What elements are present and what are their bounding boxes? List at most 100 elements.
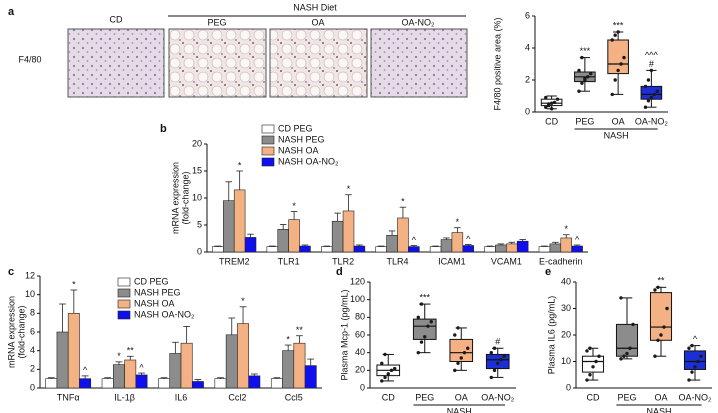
data-point <box>693 365 697 369</box>
y-tick-label: 12 <box>25 270 35 280</box>
y-tick-label: 20 <box>355 365 365 375</box>
x-tick-label: PEG <box>415 392 434 402</box>
bar <box>440 239 453 253</box>
data-point <box>549 107 554 111</box>
data-point <box>655 89 659 93</box>
data-point <box>665 306 669 311</box>
bar <box>124 359 137 389</box>
y-tick-label: 0 <box>566 382 571 392</box>
data-point <box>646 78 651 82</box>
significance: * <box>241 296 245 306</box>
legend-label: NASH OA <box>278 145 319 155</box>
x-tick-label: TNFα <box>57 392 80 402</box>
group-label: NASH <box>447 406 472 413</box>
y-axis-label: (fold-change) <box>180 171 190 224</box>
column-label: PEG <box>207 17 226 27</box>
legend-label: NASH OA <box>134 298 175 308</box>
data-point <box>594 359 598 364</box>
bar <box>277 229 289 253</box>
data-point <box>456 326 460 330</box>
bar <box>244 237 257 253</box>
y-tick-label: 6 <box>30 326 35 336</box>
bar <box>375 246 387 253</box>
bar <box>429 246 442 253</box>
significance: ^ <box>575 234 580 244</box>
legend-label: NASH PEG <box>134 287 181 297</box>
x-tick-label: PEG <box>617 392 636 402</box>
significance: * <box>72 279 76 289</box>
data-point <box>380 379 384 383</box>
data-point <box>616 30 620 34</box>
data-point <box>502 354 506 358</box>
data-point <box>696 359 700 364</box>
bar <box>212 246 224 253</box>
x-tick-label: OA <box>612 116 625 126</box>
data-point <box>613 78 617 82</box>
data-point <box>613 33 617 37</box>
x-tick-label: Ccl2 <box>228 392 246 402</box>
data-point <box>619 62 623 66</box>
x-tick-label: CD <box>545 116 558 126</box>
data-point <box>616 68 620 73</box>
legend-swatch <box>261 135 275 145</box>
chart: e Plasma IL6 (pg/mL) 0 10 20 30 40 CD PEG OA ** OA-… <box>545 266 712 413</box>
data-point <box>625 351 629 356</box>
x-tick-label: PEG <box>575 116 594 126</box>
data-point <box>646 99 651 103</box>
x-tick-label: OA-NO₂ <box>481 392 515 402</box>
chart: d Plasma Mcp-1 (pg/mL) 0 20 40 60 80 100 120 CD PE… <box>336 266 516 413</box>
data-point <box>466 346 470 350</box>
x-tick-label: CD <box>587 392 600 402</box>
panel-label: e <box>545 266 551 278</box>
y-tick-label: 80 <box>355 312 365 322</box>
micrograph <box>370 28 468 98</box>
data-point <box>643 105 648 109</box>
bar <box>397 217 409 253</box>
group-label: NASH <box>604 130 629 140</box>
box <box>449 338 474 362</box>
data-point <box>492 368 497 373</box>
y-tick-label: 20 <box>561 329 571 339</box>
data-point <box>586 75 590 79</box>
bar <box>516 240 529 253</box>
bar <box>353 245 366 253</box>
bar <box>101 378 114 389</box>
legend-swatch <box>117 310 131 320</box>
box <box>485 353 510 370</box>
data-point <box>580 55 584 60</box>
data-point <box>652 92 657 97</box>
x-tick-label: VCAM1 <box>491 256 522 266</box>
data-point <box>653 354 657 358</box>
y-tick-label: 10 <box>192 192 202 202</box>
data-point <box>416 315 420 320</box>
data-point <box>619 357 623 361</box>
significance: * <box>401 197 405 207</box>
x-tick-label: ICAM1 <box>438 256 466 266</box>
y-tick-label: 0 <box>30 382 35 392</box>
data-point <box>588 373 592 377</box>
box <box>581 355 605 373</box>
significance: * <box>292 201 296 211</box>
bar <box>451 232 464 253</box>
data-point <box>456 361 460 365</box>
data-point <box>649 68 654 73</box>
bar <box>270 378 283 389</box>
bar <box>169 353 182 389</box>
legend-swatch <box>117 277 131 287</box>
legend-swatch <box>117 299 131 309</box>
y-axis-label: F4/80 positive area (%) <box>492 17 502 110</box>
data-point <box>426 324 430 328</box>
significance: *** <box>419 292 430 302</box>
y-tick-label: 0 <box>525 106 530 116</box>
y-axis-label: mRNA expression <box>170 162 180 234</box>
significance: ^ <box>139 362 144 372</box>
y-tick-label: 2 <box>30 364 35 374</box>
column-label: OA <box>311 17 324 27</box>
data-point <box>555 97 560 101</box>
data-point <box>589 71 593 76</box>
y-tick-label: 8 <box>30 308 35 318</box>
significance: ^^^ <box>645 50 658 60</box>
bar <box>223 200 235 253</box>
bar <box>191 381 204 389</box>
bar <box>248 375 261 389</box>
